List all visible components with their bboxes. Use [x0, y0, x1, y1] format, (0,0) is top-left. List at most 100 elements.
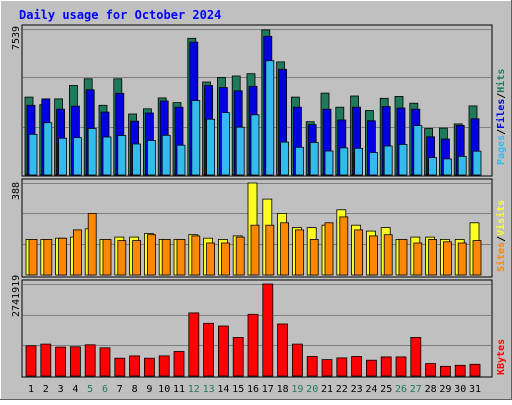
- top-max-label: 7539: [11, 26, 22, 50]
- bar-sites: [339, 216, 349, 276]
- bar-pages: [146, 140, 156, 176]
- bar-sites: [250, 224, 260, 276]
- bar-kbytes: [232, 336, 244, 377]
- bar-kbytes: [188, 312, 200, 377]
- bar-kbytes: [291, 343, 303, 377]
- bar-sites: [413, 242, 423, 276]
- bar-sites: [206, 242, 216, 276]
- bar-pages: [280, 141, 290, 176]
- bar-sites: [442, 241, 452, 276]
- legend-sites: Sites: [495, 242, 507, 272]
- bar-sites: [428, 238, 438, 276]
- bar-pages: [413, 125, 423, 176]
- x-tick-label: 28: [425, 384, 437, 395]
- bar-sites: [220, 242, 230, 276]
- x-tick-label: 29: [439, 384, 451, 395]
- bar-pages: [457, 155, 467, 176]
- bar-pages: [324, 150, 334, 176]
- bar-kbytes: [143, 357, 155, 377]
- bar-kbytes: [454, 364, 466, 377]
- bar-kbytes: [99, 347, 111, 377]
- x-tick-label: 11: [173, 384, 185, 395]
- bar-pages: [398, 143, 408, 176]
- bottom-legend: KBytes: [496, 339, 507, 375]
- bar-kbytes: [321, 359, 333, 377]
- bar-pages: [176, 144, 186, 176]
- bar-pages: [117, 135, 127, 176]
- middle-max-label: 388: [11, 182, 22, 200]
- x-tick-label: 20: [306, 384, 318, 395]
- x-tick-label: 21: [321, 384, 333, 395]
- bar-pages: [87, 128, 97, 176]
- x-tick-label: 10: [158, 384, 170, 395]
- bar-sites: [58, 237, 67, 276]
- bar-pages: [472, 150, 482, 176]
- top-legend: Pages/Files/Hits: [495, 69, 507, 165]
- bar-kbytes: [70, 346, 81, 377]
- bar-sites: [294, 229, 304, 276]
- x-tick-label: 6: [102, 384, 108, 395]
- x-tick-label: 18: [277, 384, 289, 395]
- bar-kbytes: [114, 357, 126, 377]
- middle-legend: Sites/Visits: [495, 200, 507, 272]
- x-tick-label: 15: [232, 384, 244, 395]
- bar-kbytes: [469, 363, 481, 377]
- bar-pages: [368, 152, 378, 176]
- bar-sites: [87, 212, 97, 276]
- bar-kbytes: [158, 355, 170, 377]
- bar-sites: [265, 224, 275, 276]
- bar-kbytes: [247, 313, 259, 377]
- x-tick-label: 22: [336, 384, 348, 395]
- legend-separator: /: [496, 93, 507, 99]
- bar-sites: [117, 240, 127, 276]
- bar-sites: [472, 240, 482, 276]
- bar-pages: [235, 126, 245, 176]
- bar-sites: [398, 238, 408, 276]
- bar-sites: [354, 229, 364, 276]
- bar-kbytes: [365, 359, 377, 377]
- bar-sites: [161, 238, 171, 276]
- x-tick-label: 26: [395, 384, 407, 395]
- bar-pages: [58, 137, 67, 176]
- bar-kbytes: [395, 356, 407, 377]
- bar-kbytes: [336, 357, 348, 377]
- x-tick-label: 9: [146, 384, 152, 395]
- x-tick-label: 5: [87, 384, 93, 395]
- bar-pages: [206, 118, 216, 176]
- legend-kbytes: KBytes: [496, 339, 507, 375]
- bar-sites: [102, 238, 112, 276]
- bar-kbytes: [262, 283, 274, 377]
- bar-sites: [43, 238, 53, 276]
- bar-sites: [191, 235, 201, 276]
- bar-kbytes: [380, 356, 392, 377]
- bar-pages: [43, 122, 53, 176]
- bar-kbytes: [217, 325, 229, 377]
- bar-sites: [280, 222, 290, 276]
- x-tick-label: 31: [469, 384, 481, 395]
- x-tick-label: 7: [117, 384, 123, 395]
- bar-sites: [383, 234, 393, 276]
- legend-pages: Pages: [496, 135, 507, 165]
- bar-sites: [146, 234, 156, 276]
- bar-pages: [354, 147, 364, 176]
- bar-pages: [220, 112, 230, 176]
- x-tick-label: 17: [262, 384, 274, 395]
- bar-kbytes: [277, 323, 289, 377]
- bar-sites: [176, 238, 186, 276]
- x-tick-label: 27: [410, 384, 422, 395]
- bar-sites: [324, 222, 334, 276]
- x-tick-label: 8: [132, 384, 138, 395]
- x-tick-label: 12: [188, 384, 200, 395]
- x-tick-label: 2: [43, 384, 49, 395]
- bar-kbytes: [84, 344, 96, 377]
- bar-kbytes: [40, 343, 52, 377]
- bar-pages: [309, 142, 319, 176]
- bar-sites: [28, 238, 38, 276]
- bottom-max-label: 2741919: [11, 275, 22, 317]
- bar-pages: [191, 100, 201, 176]
- bar-kbytes: [439, 365, 451, 377]
- legend-separator: /: [496, 129, 507, 135]
- bar-pages: [265, 60, 275, 176]
- bar-pages: [102, 136, 112, 176]
